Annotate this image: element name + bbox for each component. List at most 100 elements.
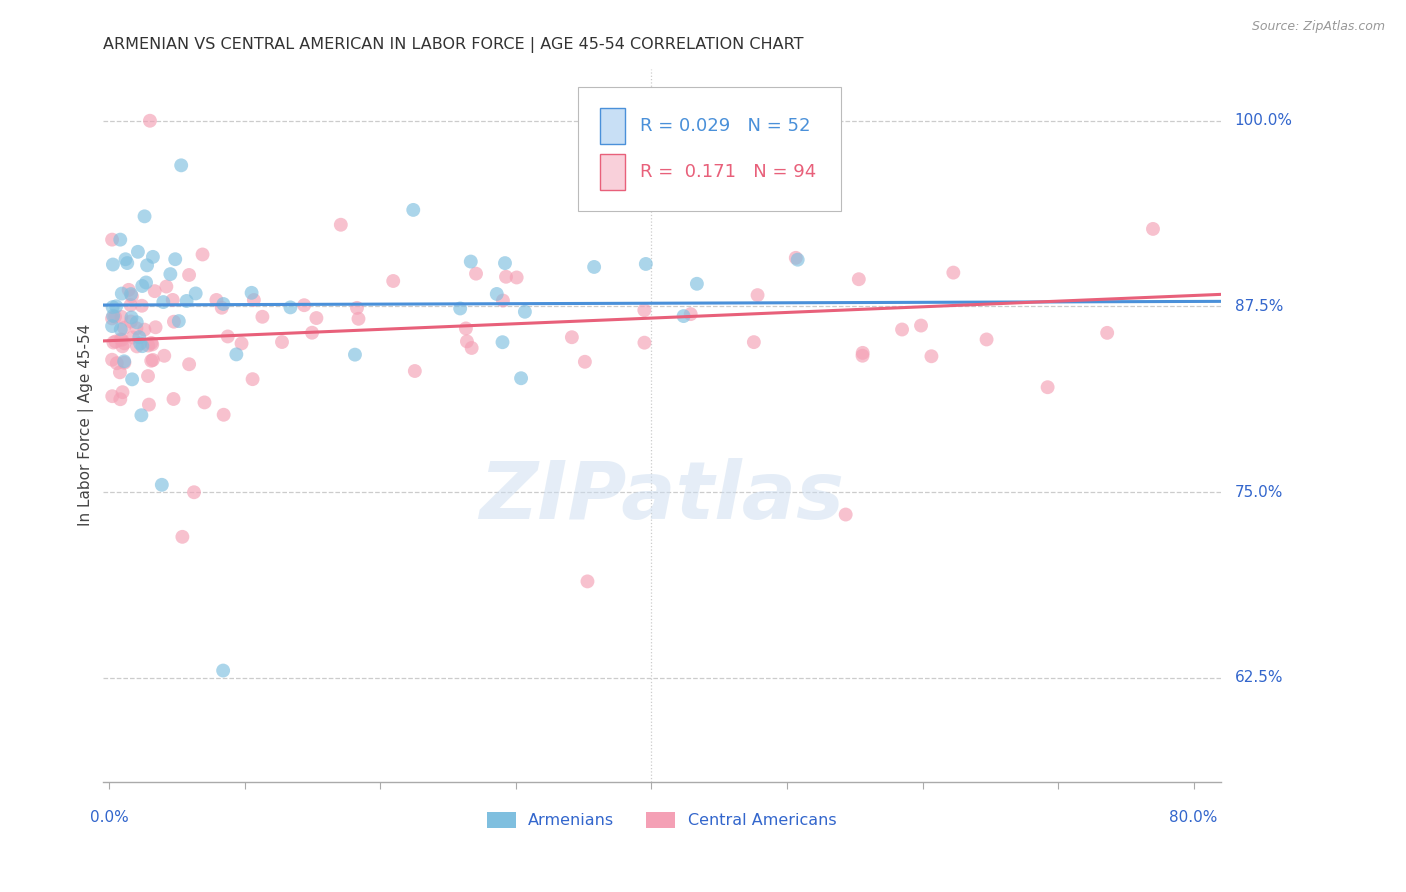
Point: [110, 392, 132, 407]
Point: [786, 252, 808, 267]
Point: [456, 334, 478, 349]
Point: [280, 301, 302, 315]
Text: 75.0%: 75.0%: [1234, 484, 1282, 500]
Point: [382, 274, 405, 288]
Point: [127, 244, 149, 259]
Point: [112, 356, 135, 370]
Point: [576, 574, 599, 589]
Point: [485, 287, 508, 301]
Point: [112, 321, 135, 335]
Point: [131, 279, 153, 293]
Point: [346, 301, 368, 315]
Point: [163, 315, 186, 329]
Point: [134, 323, 156, 337]
Point: [494, 256, 516, 270]
Point: [920, 349, 942, 363]
Point: [910, 318, 932, 333]
Point: [167, 314, 190, 328]
Point: [495, 269, 517, 284]
Point: [101, 352, 124, 367]
Point: [491, 335, 513, 350]
Point: [343, 348, 366, 362]
Point: [583, 260, 606, 274]
Point: [205, 293, 228, 307]
Point: [165, 252, 187, 267]
Point: [225, 347, 247, 361]
Bar: [600, 108, 624, 144]
Point: [162, 293, 184, 307]
Point: [1036, 380, 1059, 394]
Point: [153, 349, 176, 363]
Point: [111, 286, 134, 301]
Point: [240, 285, 263, 300]
Point: [191, 247, 214, 261]
Point: [110, 310, 132, 324]
Point: [134, 210, 156, 224]
Point: [505, 270, 527, 285]
Point: [891, 322, 914, 336]
Point: [135, 276, 157, 290]
Point: [117, 256, 139, 270]
Point: [129, 336, 152, 351]
Point: [305, 311, 328, 326]
Point: [108, 365, 131, 379]
Point: [143, 284, 166, 298]
Point: [142, 250, 165, 264]
Point: [142, 353, 165, 368]
Point: [139, 113, 162, 128]
Point: [633, 303, 655, 318]
Point: [114, 252, 136, 267]
Point: [329, 218, 352, 232]
Point: [686, 277, 709, 291]
Point: [271, 334, 294, 349]
Point: [679, 307, 702, 321]
Point: [976, 333, 998, 347]
Point: [101, 258, 124, 272]
Point: [492, 293, 515, 308]
Point: [449, 301, 471, 316]
Point: [131, 299, 153, 313]
Point: [101, 319, 124, 334]
FancyBboxPatch shape: [578, 87, 841, 211]
Point: [851, 349, 873, 363]
Point: [125, 339, 148, 353]
Point: [111, 339, 134, 353]
Point: [347, 311, 370, 326]
Point: [513, 305, 536, 319]
Point: [121, 372, 143, 386]
Point: [128, 330, 150, 344]
Bar: [600, 154, 624, 190]
Point: [179, 357, 201, 371]
Point: [138, 398, 160, 412]
Point: [141, 353, 163, 368]
Point: [177, 268, 200, 282]
Point: [672, 309, 695, 323]
Point: [121, 330, 143, 344]
Point: [460, 341, 482, 355]
Point: [212, 664, 235, 678]
Point: [1095, 326, 1118, 340]
Point: [848, 272, 870, 286]
Point: [243, 293, 266, 307]
Point: [141, 337, 163, 351]
Point: [170, 158, 193, 172]
Text: 100.0%: 100.0%: [1234, 113, 1292, 128]
Text: 87.5%: 87.5%: [1234, 299, 1282, 314]
Point: [159, 267, 181, 281]
Point: [561, 330, 583, 344]
Point: [110, 233, 132, 247]
Point: [212, 297, 235, 311]
Point: [101, 309, 124, 323]
Point: [852, 346, 875, 360]
Text: ARMENIAN VS CENTRAL AMERICAN IN LABOR FORCE | AGE 45-54 CORRELATION CHART: ARMENIAN VS CENTRAL AMERICAN IN LABOR FO…: [103, 37, 803, 54]
Point: [634, 257, 657, 271]
Point: [252, 310, 274, 324]
Point: [454, 321, 477, 335]
Point: [141, 335, 163, 350]
Text: ZIPatlas: ZIPatlas: [479, 458, 844, 536]
Point: [110, 322, 132, 336]
Point: [217, 329, 239, 343]
Text: R = 0.029   N = 52: R = 0.029 N = 52: [640, 117, 811, 135]
Point: [150, 478, 173, 492]
Point: [785, 251, 807, 265]
